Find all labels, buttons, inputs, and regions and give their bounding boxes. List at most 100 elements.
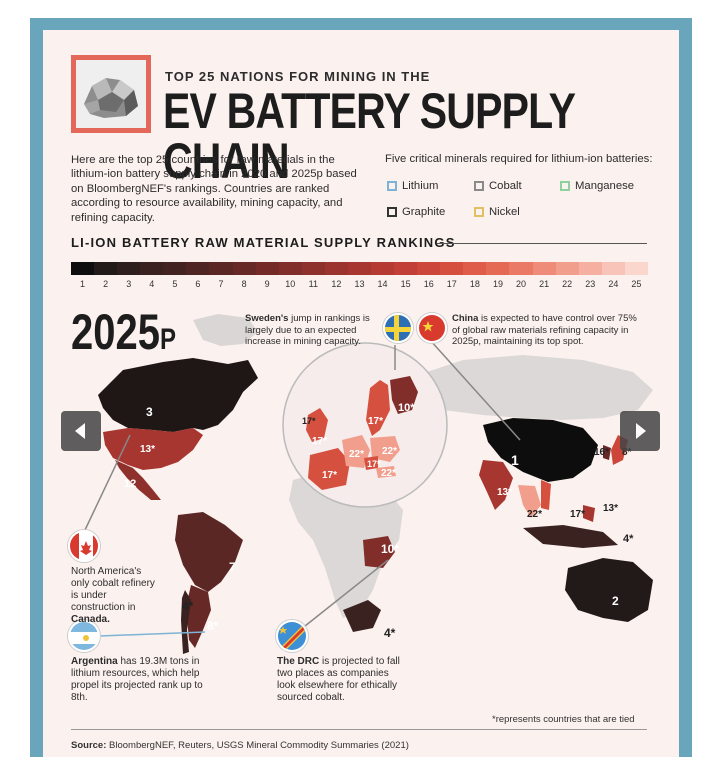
poland-shape [370, 436, 400, 462]
uk-shape [306, 408, 328, 442]
mexico-shape [115, 460, 161, 500]
scale-swatch [255, 262, 279, 275]
scale-swatch [71, 262, 95, 275]
finland-shape [390, 376, 418, 414]
france-shape [308, 448, 350, 490]
scale-number: 5 [172, 279, 178, 289]
rank-argentina: 8* [207, 619, 219, 633]
rank-spain-label: 17* [302, 416, 316, 426]
china-flag-icon [417, 313, 447, 343]
legend-graphite: Graphite [387, 206, 445, 218]
scale-number: 4 [149, 279, 155, 289]
canada-note: North America's only cobalt refinery is … [71, 566, 161, 626]
scale-number: 6 [195, 279, 201, 289]
sweden-shape [366, 380, 390, 436]
source-text: BloombergNEF, Reuters, USGS Mineral Comm… [109, 740, 409, 751]
rank-uk: 17* [312, 436, 328, 447]
drc-note: The DRC is projected to fall two places … [277, 656, 407, 704]
drc-note-text: is projected to fall two places as compa… [277, 656, 400, 703]
rank-scale-numbers: 1 2 3 4 5 6 7 8 9 10 11 12 13 14 15 16 17 18 19 20 21 22 23 24 2… [71, 279, 648, 289]
scale-number: 11 [308, 279, 318, 289]
south-africa-shape [343, 600, 381, 632]
scale-number: 10 [285, 279, 296, 289]
scale-swatch [324, 262, 348, 275]
year-number: 2025 [71, 304, 160, 360]
rank-usa: 13* [140, 444, 156, 455]
legend-nickel: Nickel [474, 206, 520, 218]
argentina-note-text: has 19.3M tons in lithium resources, whi… [71, 656, 203, 703]
source-line: Source: BloombergNEF, Reuters, USGS Mine… [71, 740, 409, 751]
minerals-title: Five critical minerals required for lith… [385, 153, 653, 165]
rank-india: 13* [497, 487, 513, 498]
drc-flag-icon [276, 620, 308, 652]
rank-korea: 8* [622, 447, 632, 458]
rank-czech: 17* [367, 459, 381, 469]
tied-footnote: *represents countries that are tied [492, 714, 635, 725]
scale-number: 20 [516, 279, 527, 289]
rank-japan: 16* [594, 447, 610, 458]
scale-number: 8 [241, 279, 247, 289]
rank-vietnam: 17* [570, 509, 586, 520]
legend-manganese: Manganese [560, 180, 634, 192]
scale-number: 9 [264, 279, 270, 289]
thailand-shape [518, 485, 541, 518]
year-suffix: P [159, 323, 176, 356]
scale-swatch [371, 262, 395, 275]
year-label: 2025P [71, 307, 176, 357]
scale-swatch [486, 262, 510, 275]
scale-number: 16 [423, 279, 434, 289]
scale-number: 3 [126, 279, 132, 289]
scale-number: 22 [562, 279, 573, 289]
source-label: Source: [71, 740, 107, 751]
legend-manganese-label: Manganese [575, 180, 635, 192]
sweden-note-text: jump in rankings is largely due to an ex… [245, 313, 370, 347]
scale-number: 14 [377, 279, 388, 289]
scale-number: 12 [331, 279, 342, 289]
rank-mexico: 12 [124, 478, 137, 490]
rank-canada: 3 [146, 405, 153, 419]
rank-australia: 2 [612, 594, 619, 608]
rank-indonesia: 4* [623, 533, 634, 545]
scale-number: 2 [103, 279, 109, 289]
rank-sweden: 17* [368, 416, 384, 427]
rankings-title-rule [437, 243, 647, 244]
china-note: China is expected to have control over 7… [452, 313, 647, 348]
mineral-rock-image [71, 55, 151, 133]
rank-brazil: 7 [229, 560, 236, 574]
scale-swatch [394, 262, 418, 275]
scale-swatch [417, 262, 441, 275]
rank-philippines: 13* [603, 503, 619, 514]
sweden-flag-icon [383, 313, 413, 343]
header-subtitle: TOP 25 NATIONS FOR MINING IN THE [165, 69, 431, 84]
scale-swatch [624, 262, 648, 275]
rank-poland: 22* [382, 446, 398, 457]
scale-number: 15 [400, 279, 411, 289]
scale-number: 23 [585, 279, 596, 289]
manganese-swatch [560, 181, 570, 191]
legend-lithium-label: Lithium [402, 180, 439, 192]
scale-number: 18 [469, 279, 480, 289]
argentina-note-bold: Argentina [71, 656, 118, 667]
rank-china: 1 [511, 452, 519, 468]
scale-swatch [186, 262, 210, 275]
canada-flag-icon [68, 530, 100, 562]
scale-number: 25 [631, 279, 642, 289]
scale-number: 19 [492, 279, 503, 289]
argentina-note: Argentina has 19.3M tons in lithium reso… [71, 656, 206, 704]
footer-rule [71, 729, 647, 730]
scale-number: 21 [539, 279, 550, 289]
next-arrow-button[interactable] [620, 411, 660, 451]
philippines-shape [583, 505, 595, 522]
lithium-swatch [387, 181, 397, 191]
scale-swatch [278, 262, 302, 275]
intro-text: Here are the top 25 countries for raw ma… [71, 154, 357, 224]
scale-swatch [163, 262, 187, 275]
greenland-shape [193, 314, 258, 346]
scale-number: 7 [218, 279, 224, 289]
scale-swatch [509, 262, 533, 275]
prev-arrow-button[interactable] [61, 411, 101, 451]
czech-shape [364, 456, 378, 470]
scale-swatch [94, 262, 118, 275]
australia-shape [565, 558, 653, 622]
